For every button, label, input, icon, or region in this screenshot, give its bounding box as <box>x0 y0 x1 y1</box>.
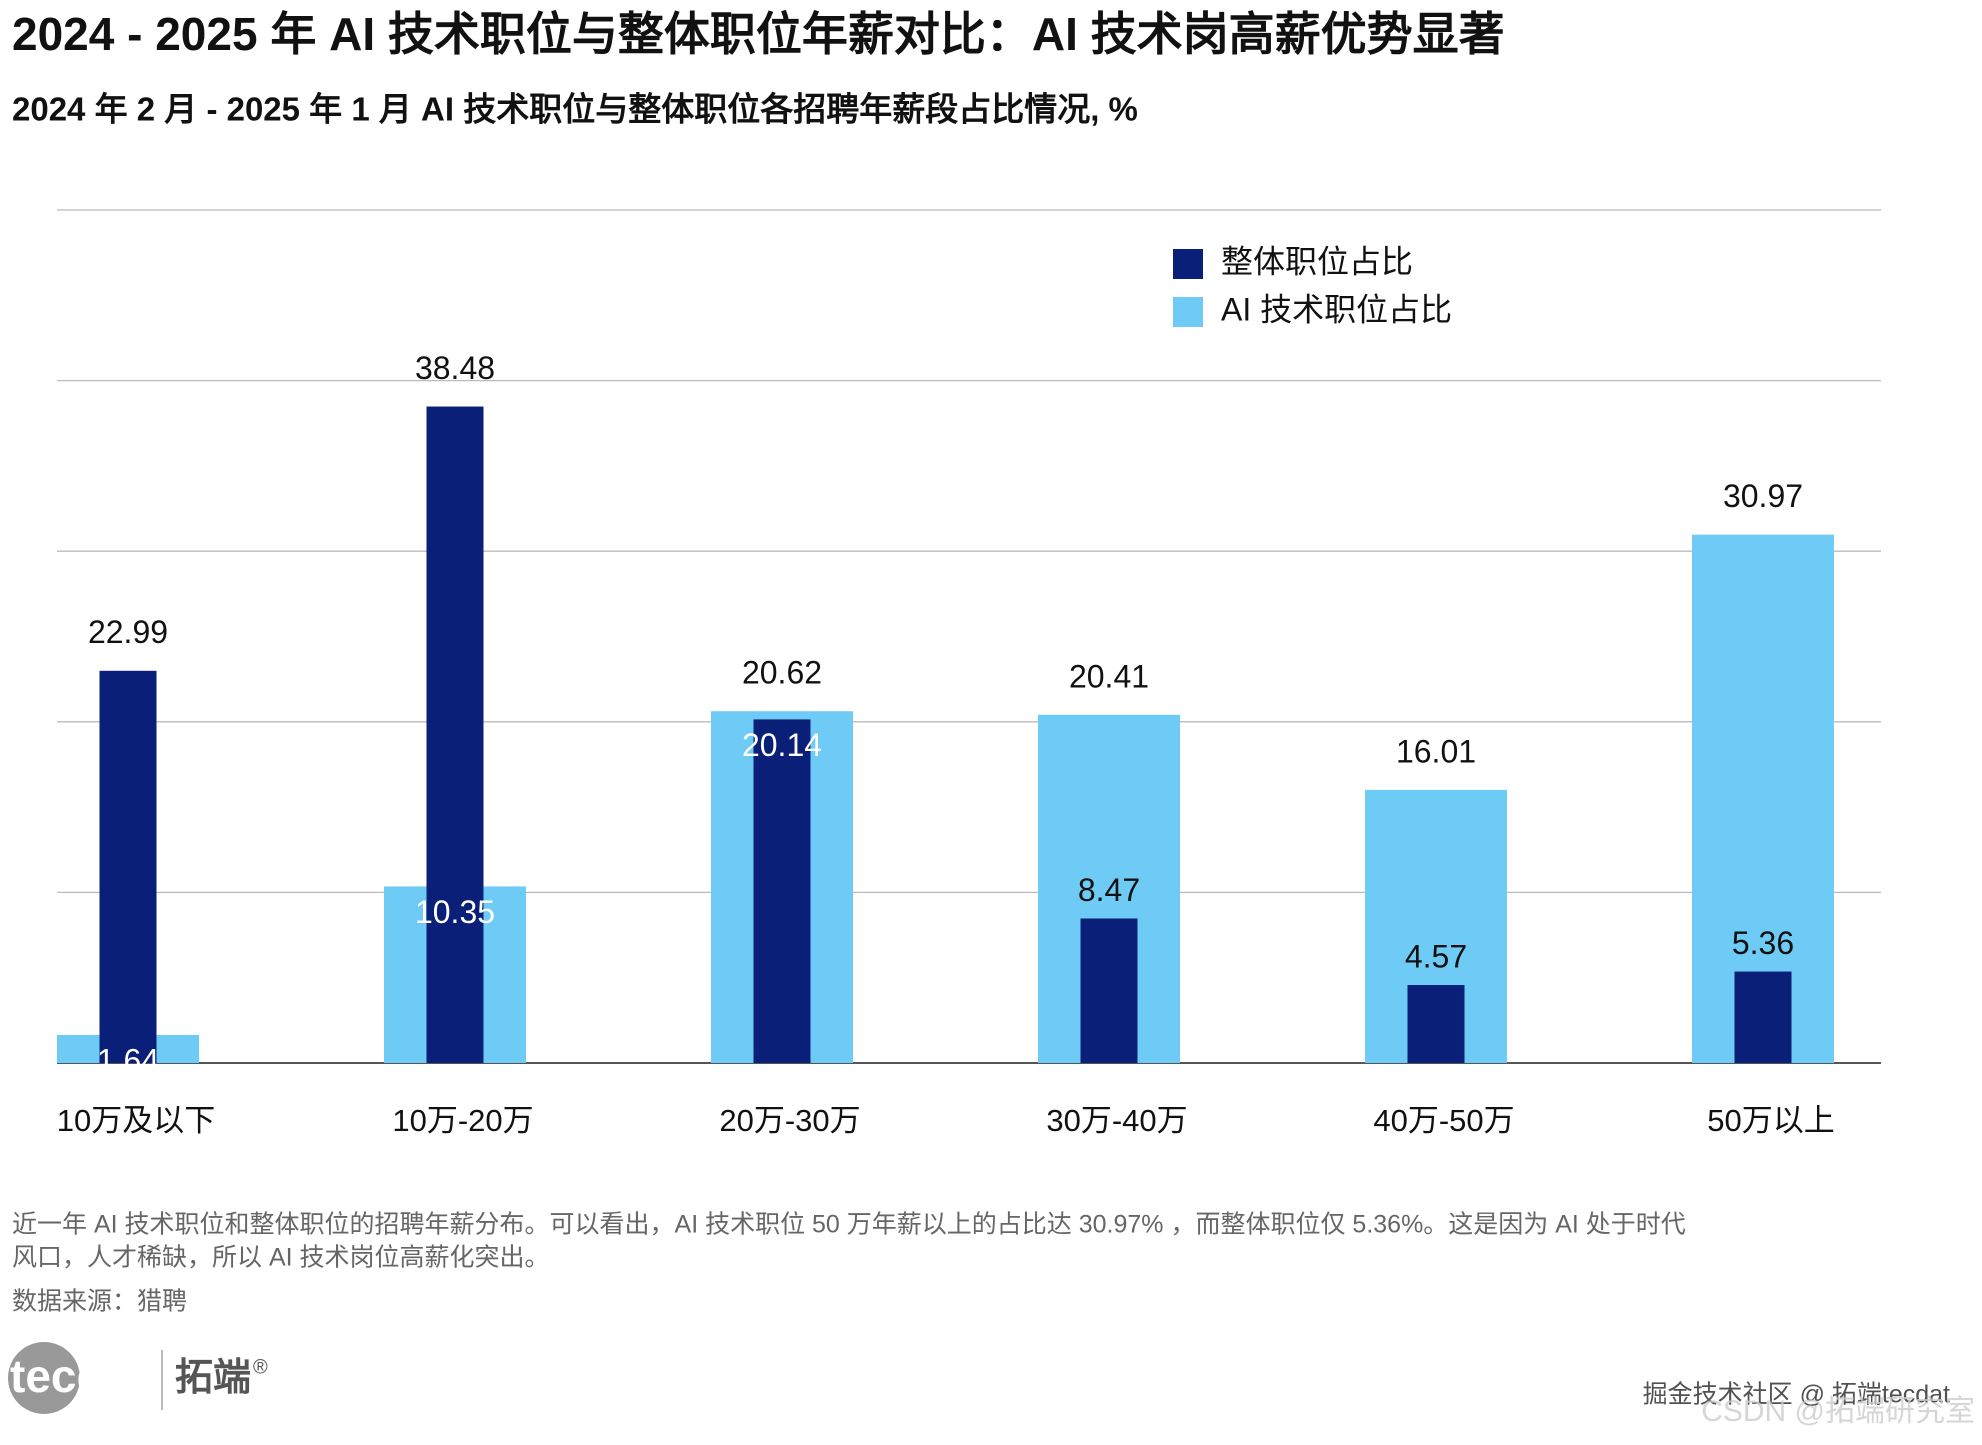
bar <box>1734 971 1792 1063</box>
watermark: CSDN @拓端研究室 <box>1701 1395 1975 1428</box>
legend-swatch <box>1173 249 1203 279</box>
logo-circle <box>8 1342 80 1414</box>
value-label: 20.41 <box>1069 658 1149 694</box>
bar <box>1407 985 1465 1063</box>
bar <box>99 670 157 1063</box>
legend-swatch <box>1173 297 1203 327</box>
x-tick-label: 10万-20万 <box>392 1103 533 1138</box>
logo-name: 拓端 <box>175 1357 251 1399</box>
value-label: 4.57 <box>1405 938 1467 974</box>
footnote: 风口，人才稀缺，所以 AI 技术岗位高薪化突出。 <box>12 1244 550 1272</box>
footnote: 近一年 AI 技术职位和整体职位的招聘年薪分布。可以看出，AI 技术职位 50 … <box>12 1211 1686 1239</box>
value-label: 20.14 <box>742 727 822 763</box>
value-label: 8.47 <box>1078 872 1140 908</box>
x-tick-label: 50万以上 <box>1707 1103 1834 1138</box>
logo-mark: ® <box>253 1356 268 1378</box>
value-label: 38.48 <box>415 350 495 386</box>
x-tick-label: 20万-30万 <box>719 1103 860 1138</box>
bar <box>426 406 484 1063</box>
legend-label: 整体职位占比 <box>1221 243 1413 279</box>
watermark: 掘金技术社区 @ 拓端tecdat <box>1643 1381 1950 1409</box>
value-label: 1.64 <box>97 1042 159 1078</box>
logo-brand: tecdat <box>10 1350 145 1402</box>
value-label: 22.99 <box>88 614 168 650</box>
x-tick-label: 30万-40万 <box>1046 1103 1187 1138</box>
value-label: 5.36 <box>1732 925 1794 961</box>
x-tick-label: 10万及以下 <box>57 1103 215 1138</box>
legend-label: AI 技术职位占比 <box>1221 291 1452 327</box>
chart-title: 2024 - 2025 年 AI 技术职位与整体职位年薪对比：AI 技术岗高薪优… <box>12 8 1505 60</box>
bar <box>1080 918 1138 1063</box>
value-label: 10.35 <box>415 894 495 930</box>
chart-subtitle: 2024 年 2 月 - 2025 年 1 月 AI 技术职位与整体职位各招聘年… <box>12 91 1138 128</box>
value-label: 30.97 <box>1723 478 1803 514</box>
x-tick-label: 40万-50万 <box>1373 1103 1514 1138</box>
source: 数据来源：猎聘 <box>12 1288 187 1316</box>
value-label: 20.62 <box>742 655 822 691</box>
value-label: 16.01 <box>1396 733 1476 769</box>
bar <box>753 719 811 1063</box>
